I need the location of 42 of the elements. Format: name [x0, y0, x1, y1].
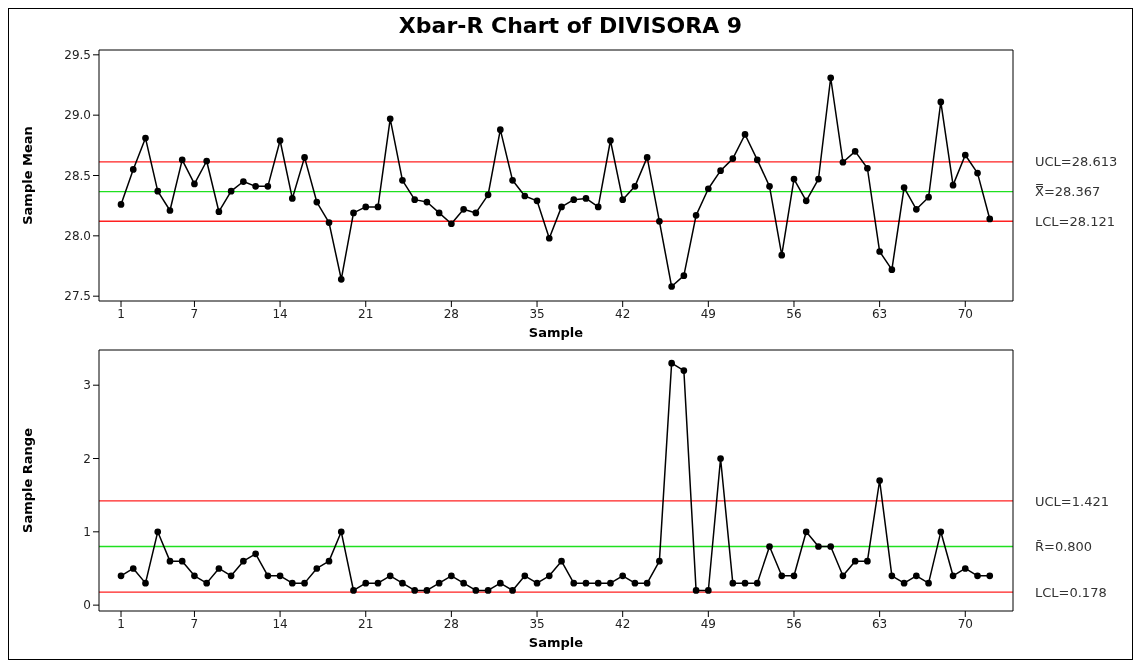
y-axis-title: Sample Range	[19, 427, 35, 533]
x-tick-label: 42	[615, 306, 631, 321]
y-tick-label: 28.0	[64, 229, 91, 244]
y-tick-label: 28.5	[64, 168, 91, 183]
y-tick-label: 29.0	[64, 108, 91, 123]
y-tick-label: 3	[83, 378, 91, 393]
ref-line-label: UCL=28.613	[1035, 154, 1118, 170]
ref-line-label: LCL=0.178	[1035, 584, 1107, 600]
x-tick-label: 49	[700, 306, 716, 321]
x-tick-label: 28	[443, 616, 460, 631]
x-tick-label: 70	[957, 616, 973, 631]
x-tick-label: 49	[700, 616, 716, 631]
x-tick-label: 56	[786, 306, 802, 321]
x-tick-label: 7	[190, 616, 199, 631]
y-tick-label: 27.5	[64, 289, 91, 304]
ref-line-label: LCL=28.121	[1035, 213, 1115, 229]
x-tick-label: 14	[272, 306, 288, 321]
x-axis-title: Sample	[528, 635, 584, 650]
x-tick-label: 35	[529, 306, 545, 321]
x-axis-title: Sample	[528, 325, 584, 340]
x-tick-label: 1	[117, 616, 125, 631]
x-tick-label: 1	[117, 306, 125, 321]
chart-title: Xbar-R Chart of DIVISORA 9	[397, 12, 744, 40]
x-tick-label: 7	[190, 306, 199, 321]
x-tick-label: 56	[786, 616, 802, 631]
ref-line-label: X̿=28.367	[1035, 183, 1101, 200]
y-axis-title: Sample Mean	[19, 126, 35, 225]
y-tick-label: 29.5	[64, 48, 91, 63]
y-tick-label: 0	[83, 598, 91, 613]
x-tick-label: 35	[529, 616, 545, 631]
y-tick-label: 1	[83, 525, 91, 540]
x-tick-label: 21	[358, 306, 374, 321]
y-tick-label: 2	[83, 451, 91, 466]
ref-line-label: R̄=0.800	[1035, 539, 1093, 555]
x-tick-label: 21	[358, 616, 374, 631]
x-tick-label: 14	[272, 616, 288, 631]
x-tick-label: 70	[957, 306, 973, 321]
x-tick-label: 28	[443, 306, 460, 321]
x-tick-label: 42	[615, 616, 631, 631]
ref-line-label: UCL=1.421	[1035, 493, 1109, 509]
x-tick-label: 63	[871, 306, 888, 321]
x-tick-label: 63	[871, 616, 888, 631]
